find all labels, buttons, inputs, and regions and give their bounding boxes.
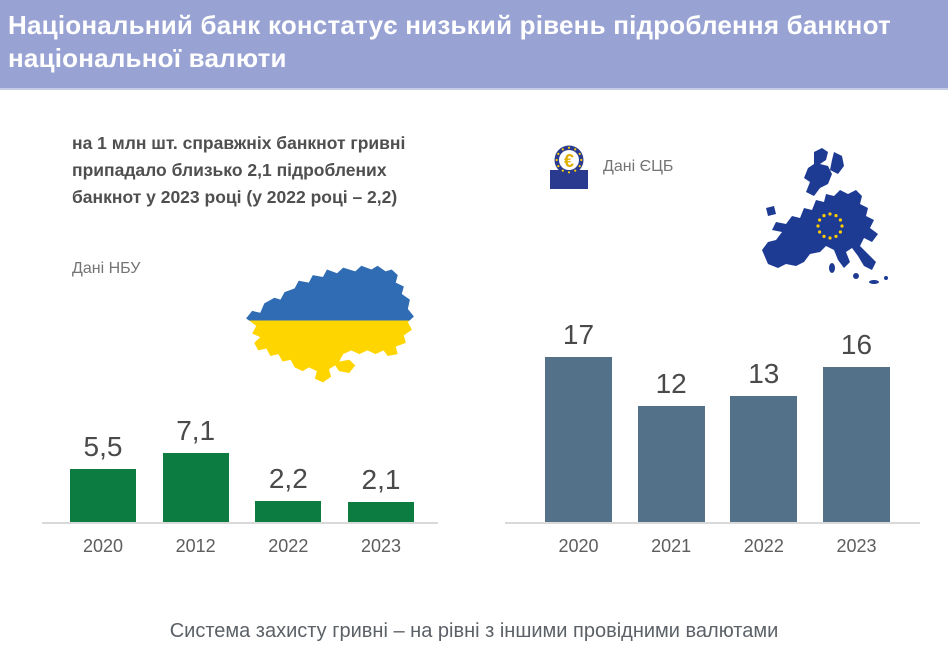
nbu-source-label: Дані НБУ	[72, 260, 141, 277]
bar-value-label: 2,2	[268, 463, 308, 494]
bar	[730, 396, 798, 522]
bar-group: 13	[730, 358, 798, 522]
bar-group: 12	[637, 368, 705, 522]
bar	[545, 357, 612, 522]
bar	[255, 501, 322, 522]
bar	[822, 367, 890, 522]
x-axis-tick-label: 2023	[360, 536, 401, 556]
x-axis-tick-label: 2020	[558, 536, 599, 556]
x-axis-tick-label: 2022	[268, 536, 309, 556]
nbu-chart-subtitle: на 1 млн шт. справжніх банкнот гривні пр…	[72, 133, 406, 207]
nbu-chart-x-axis: 2020 2012 2022 2023	[42, 536, 438, 557]
bar-group: 2,1	[347, 464, 414, 522]
x-axis-tick-label: 2021	[651, 536, 692, 556]
ecb-logo-icon: €	[550, 145, 588, 189]
x-axis-tick-label: 2020	[82, 536, 124, 556]
eu-stars	[816, 212, 844, 240]
bar-group: 16	[822, 329, 890, 522]
x-axis-tick-label: 2012	[175, 536, 216, 556]
bar-group: 5,5	[70, 433, 136, 522]
page-title: Національний банк констатує низький ріве…	[8, 10, 891, 73]
ecb-chart-plot-area: 17 12 13 16	[505, 300, 920, 524]
bar	[70, 469, 136, 522]
bar-value-label: 16	[840, 329, 873, 360]
eu-map-icon	[762, 148, 888, 284]
bar	[637, 406, 705, 522]
bar	[347, 502, 414, 522]
bar-value-label: 2,1	[361, 464, 401, 495]
ecb-source-label: Дані ЄЦБ	[603, 158, 674, 175]
x-axis-tick-label: 2023	[836, 536, 877, 556]
nbu-bar-chart: 5,5 7,1 2,2 2,1 2020 2012 2022 2023	[42, 300, 438, 557]
header-banner: Національний банк констатує низький ріве…	[0, 0, 948, 90]
bar-value-label: 12	[655, 368, 687, 399]
footer-caption: Система захисту гривні – на рівні з інши…	[169, 620, 779, 642]
bar-value-label: 13	[748, 358, 780, 389]
x-axis-tick-label: 2022	[743, 536, 784, 556]
bar-group: 2,2	[255, 463, 322, 522]
ecb-stars	[555, 146, 583, 174]
bar-value-label: 7,1	[176, 415, 216, 446]
bar-value-label: 5,5	[83, 431, 123, 462]
bar	[162, 453, 229, 522]
ecb-chart-x-axis: 2020 2021 2022 2023	[505, 536, 920, 557]
ecb-bar-chart: 17 12 13 16 2020 2021 2022 2023	[505, 300, 920, 557]
euro-symbol: €	[564, 151, 574, 171]
bar-group: 17	[545, 321, 612, 522]
nbu-chart-plot-area: 5,5 7,1 2,2 2,1	[42, 300, 438, 524]
bar-group: 7,1	[162, 415, 229, 522]
bar-value-label: 17	[562, 319, 595, 350]
ukraine-map-icon	[246, 265, 414, 383]
